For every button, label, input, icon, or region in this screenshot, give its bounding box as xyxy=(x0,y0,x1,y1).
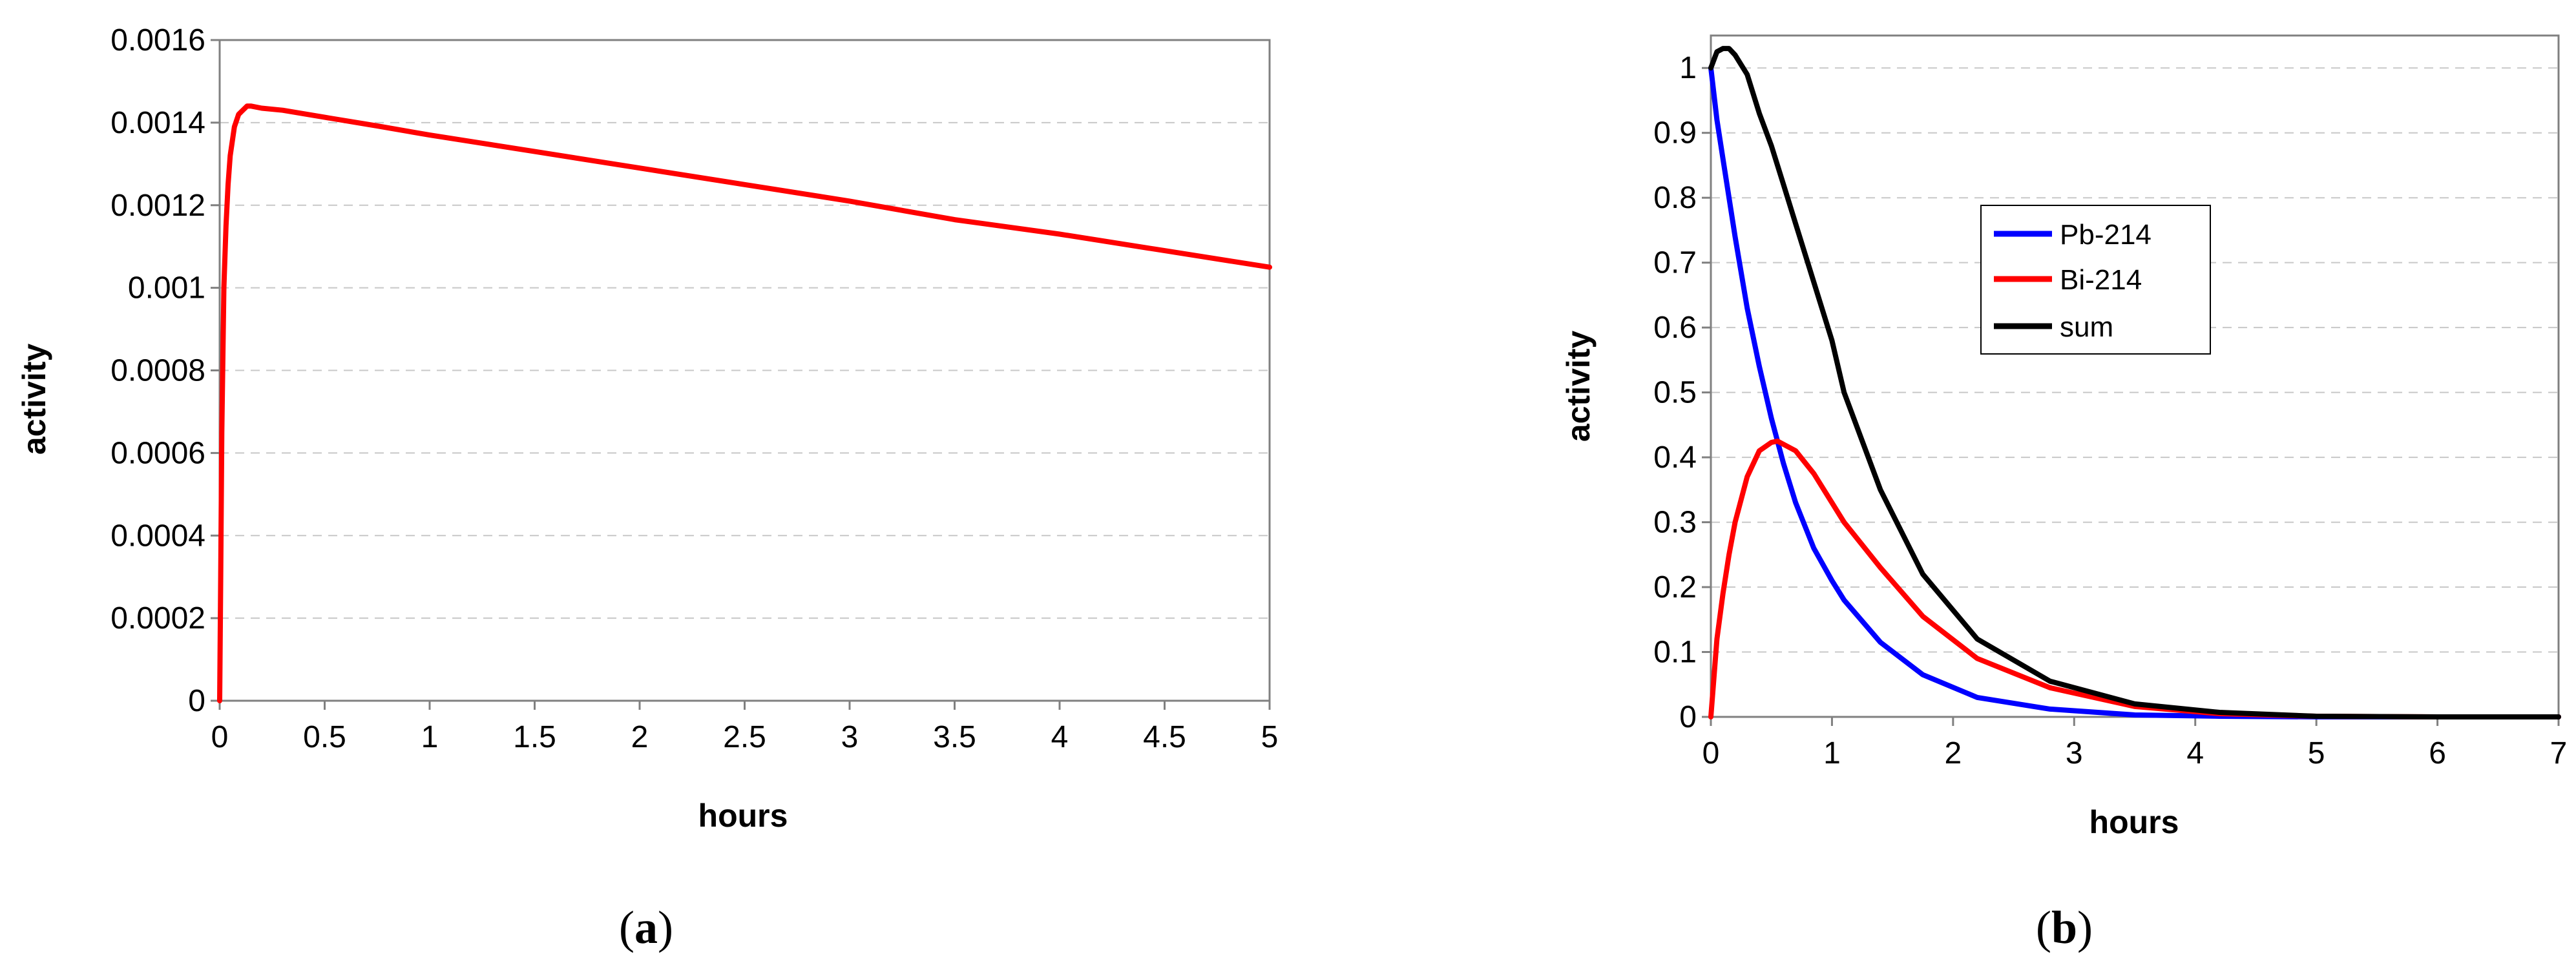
b-y-tick-label: 0.2 xyxy=(1653,570,1697,605)
a-y-tick-label: 0.0012 xyxy=(110,189,205,223)
a-y-tick-label: 0.0002 xyxy=(110,601,205,636)
legend-label-bi214: Bi-214 xyxy=(2060,264,2142,296)
a-x-tick-label: 4 xyxy=(1051,720,1069,754)
a-y-tick-label: 0.001 xyxy=(128,271,205,305)
chart-a: 0 0.0002 0.0004 0.0006 0.0008 0.001 0.0012 0.00… xyxy=(16,23,1278,953)
a-x-tick-label: 3.5 xyxy=(933,720,976,754)
b-y-tick-label: 0.7 xyxy=(1653,246,1697,280)
chart-a-series xyxy=(217,103,1272,703)
b-x-tick-label: 0 xyxy=(1702,736,1720,770)
a-x-tick-label: 1 xyxy=(421,720,439,754)
b-x-tick-label: 3 xyxy=(2066,736,2083,770)
b-line-sum xyxy=(1708,46,2561,719)
a-y-tick-label: 0 xyxy=(188,684,205,718)
chart-b-caption-letter: b xyxy=(2051,902,2077,953)
b-x-tick-label: 6 xyxy=(2429,736,2446,770)
legend-label-sum: sum xyxy=(2060,311,2113,343)
a-x-tick-label: 2.5 xyxy=(723,720,766,754)
a-y-tick-label: 0.0004 xyxy=(110,519,205,553)
a-y-tick-label: 0.0016 xyxy=(110,23,205,57)
chart-b-ticks: 0 0.1 0.2 0.3 0.4 0.5 0.6 0.7 0.8 0.9 1 0 1 2 3 4 5 6 7 xyxy=(1653,51,2567,770)
a-x-tick-label: 4.5 xyxy=(1143,720,1186,754)
legend-label-pb214: Pb-214 xyxy=(2060,219,2152,251)
b-line-pb214 xyxy=(1708,65,2561,719)
a-y-tick-label: 0.0006 xyxy=(110,436,205,470)
chart-b-y-axis-title: activity xyxy=(1560,331,1597,442)
chart-a-ticks: 0 0.0002 0.0004 0.0006 0.0008 0.001 0.0012 0.00… xyxy=(110,23,1278,754)
chart-a-x-axis-title: hours xyxy=(698,798,788,834)
b-line-bi214 xyxy=(1708,439,2561,719)
b-y-tick-label: 0.9 xyxy=(1653,116,1697,150)
chart-b-svg: 0 0.1 0.2 0.3 0.4 0.5 0.6 0.7 0.8 0.9 1 0 1 2 3 4 5 6 7 Pb… xyxy=(1560,34,2567,953)
chart-b-caption: (b) xyxy=(2036,902,2093,953)
b-x-tick-label: 4 xyxy=(2186,736,2204,770)
a-x-tick-label: 0.5 xyxy=(303,720,346,754)
b-y-tick-label: 0.1 xyxy=(1653,636,1697,670)
b-y-tick-label: 0.6 xyxy=(1653,311,1697,345)
b-x-tick-label: 7 xyxy=(2550,736,2568,770)
b-y-tick-label: 0.3 xyxy=(1653,506,1697,540)
b-y-tick-label: 0.4 xyxy=(1653,440,1697,475)
a-x-tick-label: 0 xyxy=(211,720,229,754)
chart-a-caption-letter: a xyxy=(634,902,658,953)
a-x-tick-label: 5 xyxy=(1261,720,1279,754)
b-x-tick-label: 1 xyxy=(1823,736,1841,770)
a-x-tick-label: 2 xyxy=(631,720,649,754)
chart-a-y-axis-title: activity xyxy=(16,344,52,455)
chart-b: 0 0.1 0.2 0.3 0.4 0.5 0.6 0.7 0.8 0.9 1 0 1 2 3 4 5 6 7 Pb… xyxy=(1486,0,2576,972)
b-y-tick-label: 1 xyxy=(1679,51,1697,85)
chart-a-svg: 0 0.0002 0.0004 0.0006 0.0008 0.001 0.0012 0.00… xyxy=(16,23,1278,953)
chart-b-legend: Pb-214 Bi-214 sum xyxy=(1980,205,2211,355)
a-x-tick-label: 1.5 xyxy=(513,720,556,754)
b-y-tick-label: 0.5 xyxy=(1653,376,1697,410)
a-x-tick-label: 3 xyxy=(841,720,859,754)
chart-b-series xyxy=(1708,46,2561,719)
b-x-tick-label: 5 xyxy=(2308,736,2325,770)
b-y-tick-label: 0.8 xyxy=(1653,181,1697,215)
b-x-tick-label: 2 xyxy=(1945,736,1962,770)
chart-b-x-axis-title: hours xyxy=(2089,804,2179,840)
a-y-tick-label: 0.0008 xyxy=(110,354,205,388)
chart-a-caption: (a) xyxy=(619,902,673,953)
b-y-tick-label: 0 xyxy=(1679,700,1697,734)
a-y-tick-label: 0.0014 xyxy=(110,106,205,140)
a-line-series-0 xyxy=(217,103,1272,703)
